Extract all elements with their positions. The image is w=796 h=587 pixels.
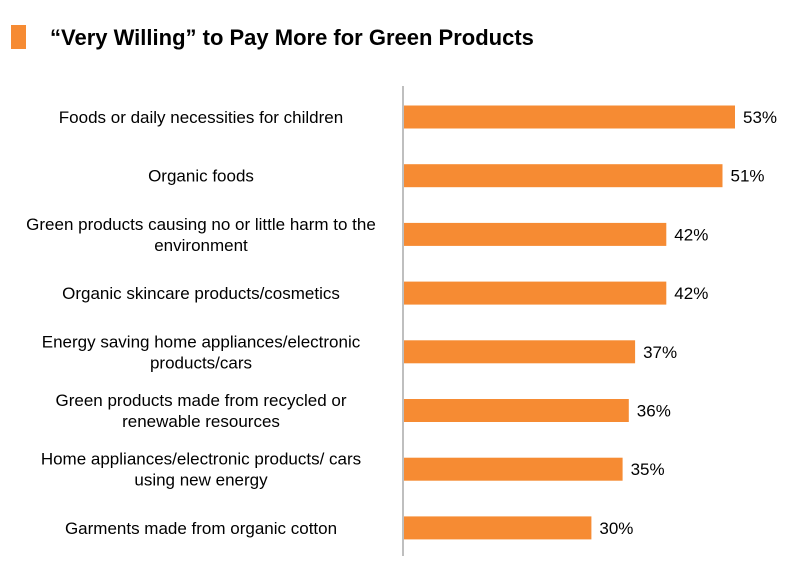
category-label-line: Organic foods — [148, 167, 254, 186]
category-label-1: Foods or daily necessities for children — [59, 108, 343, 127]
bar-8 — [404, 516, 592, 540]
bars-layer — [404, 105, 735, 540]
category-label-line: Green products made from recycled or — [55, 391, 346, 410]
category-label-6: Green products made from recycled or rene… — [55, 391, 346, 431]
category-label-line: Organic skincare products/cosmetics — [62, 284, 340, 303]
value-label-4: 42% — [674, 284, 708, 303]
value-label-3: 42% — [674, 225, 708, 244]
bar-1 — [404, 105, 735, 129]
category-label-line: Foods or daily necessities for children — [59, 108, 343, 127]
bar-2 — [404, 164, 723, 188]
labels-layer: 53% Foods or daily necessities for childr… — [26, 108, 777, 538]
category-label-4: Organic skincare products/cosmetics — [62, 284, 340, 303]
category-label-line: Garments made from organic cotton — [65, 519, 337, 538]
bar-4 — [404, 281, 667, 305]
category-label-2: Organic foods — [148, 167, 254, 186]
bar-3 — [404, 222, 667, 246]
value-label-6: 36% — [637, 402, 671, 421]
category-label-7: Home appliances/electronic products/ car… — [41, 450, 361, 490]
value-label-5: 37% — [643, 343, 677, 362]
bar-6 — [404, 399, 629, 422]
category-label-line: renewable resources — [122, 412, 280, 431]
category-label-8: Garments made from organic cotton — [65, 519, 337, 538]
bar-5 — [404, 340, 636, 364]
category-label-line: Green products causing no or little harm… — [26, 215, 376, 234]
category-label-line: environment — [154, 236, 248, 255]
category-label-3: Green products causing no or little harm… — [26, 215, 376, 255]
chart-title: “Very Willing” to Pay More for Green Pro… — [50, 25, 534, 50]
category-label-line: products/cars — [150, 353, 252, 372]
category-label-5: Energy saving home appliances/electronic… — [42, 332, 361, 372]
value-label-1: 53% — [743, 108, 777, 127]
value-label-2: 51% — [731, 167, 765, 186]
value-label-8: 30% — [599, 519, 633, 538]
category-label-line: Home appliances/electronic products/ car… — [41, 450, 361, 469]
value-label-7: 35% — [631, 460, 665, 479]
title-marker — [11, 25, 26, 49]
category-label-line: using new energy — [134, 471, 268, 490]
category-label-line: Energy saving home appliances/electronic — [42, 332, 361, 351]
bar-7 — [404, 457, 623, 481]
